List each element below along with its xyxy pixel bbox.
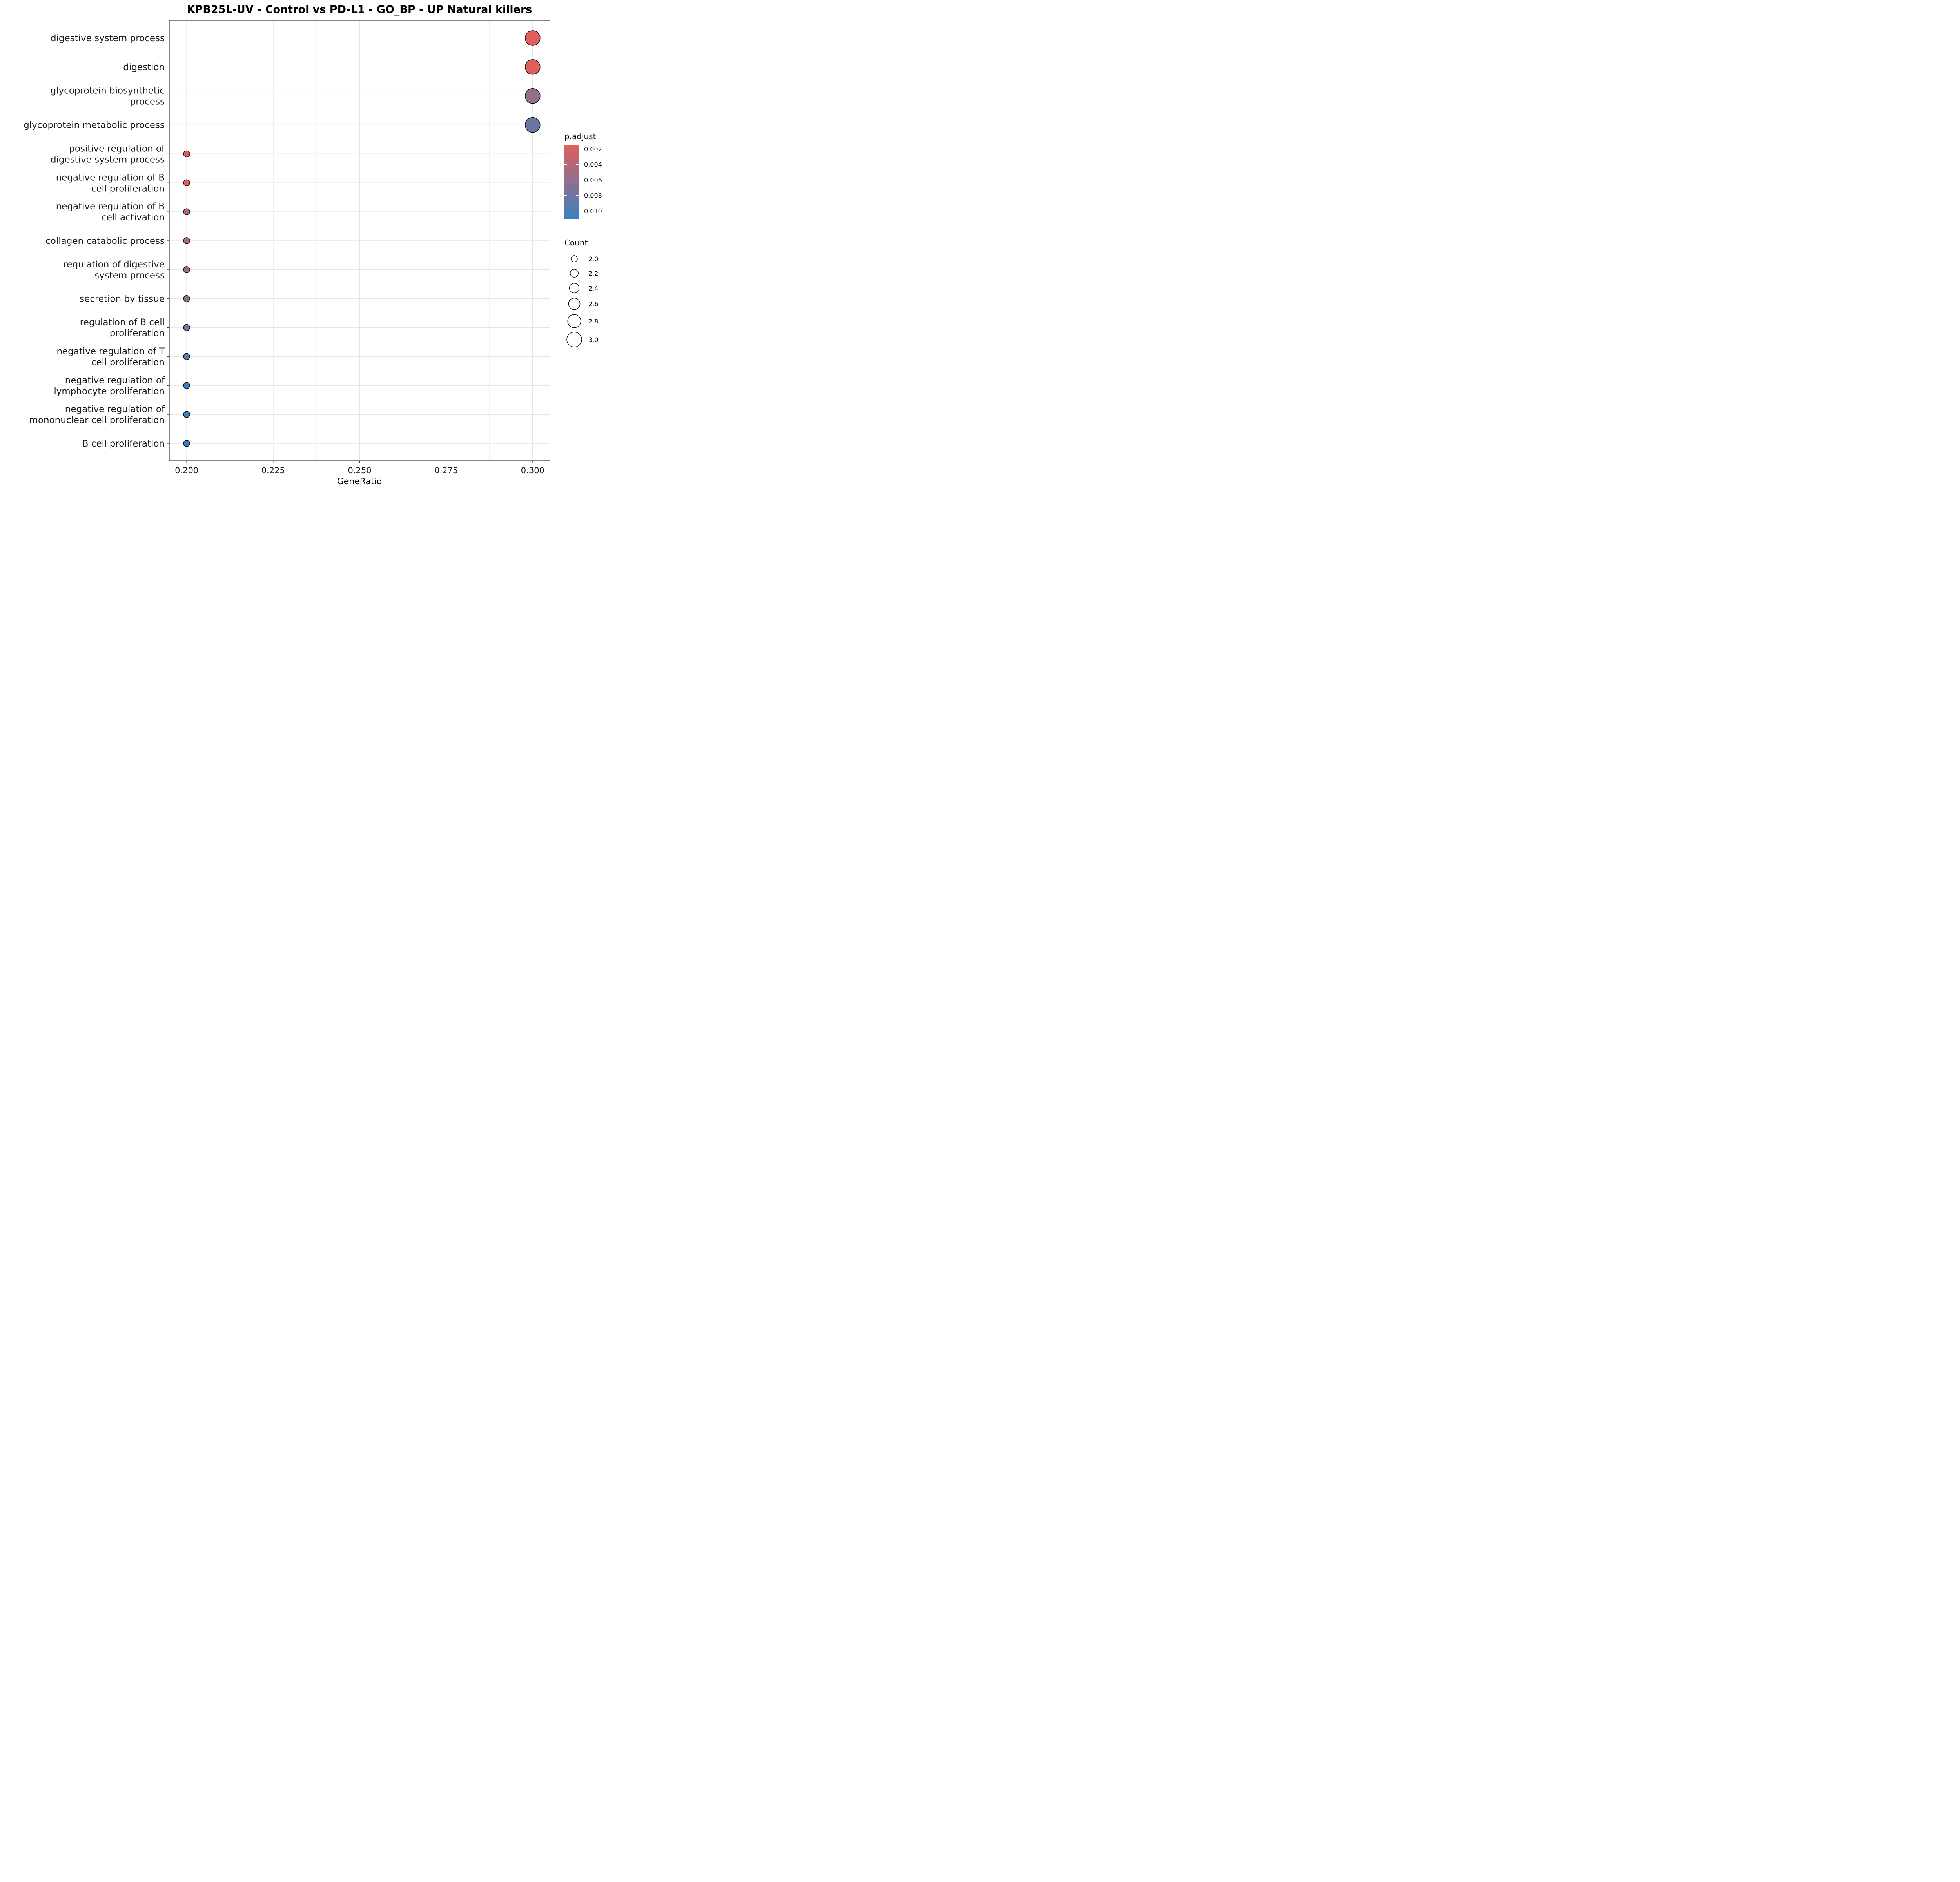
y-tick-label: negative regulation of lymphocyte prolife… <box>54 375 165 396</box>
data-point <box>183 353 190 360</box>
size-legend-key <box>569 283 580 294</box>
dot-plot: KPB25L-UV - Control vs PD-L1 - GO_BP - U… <box>24 4 602 485</box>
size-legend-key <box>566 332 582 347</box>
color-bar <box>564 145 579 219</box>
size-legend-label: 2.4 <box>588 285 598 292</box>
y-tick-label: regulation of digestive system process <box>63 260 165 281</box>
y-tick-label: collagen catabolic process <box>45 236 165 246</box>
color-legend-label: 0.002 <box>584 145 602 153</box>
y-tick-label: glycoprotein metabolic process <box>24 120 165 131</box>
color-legend-label: 0.004 <box>584 161 602 168</box>
x-tick-label: 0.225 <box>261 466 285 475</box>
data-point <box>183 440 190 447</box>
color-legend-label: 0.006 <box>584 176 602 184</box>
y-tick-label: regulation of B cell proliferation <box>80 318 165 339</box>
chart-title: KPB25L-UV - Control vs PD-L1 - GO_BP - U… <box>187 4 532 16</box>
y-tick-label: glycoprotein biosynthetic process <box>51 86 165 107</box>
size-legend-key <box>571 255 578 262</box>
size-legend-key <box>568 298 581 310</box>
x-tick-label: 0.200 <box>175 466 198 475</box>
grid <box>169 20 550 461</box>
size-legend-label: 2.2 <box>588 270 598 277</box>
x-axis-ticks: 0.200 0.225 0.250 0.275 0.300 <box>175 461 544 475</box>
x-tick-label: 0.300 <box>521 466 544 475</box>
points <box>183 30 541 447</box>
y-tick-label: digestive system process <box>51 33 165 44</box>
color-legend-title: p.adjust <box>564 132 596 141</box>
data-point <box>183 150 190 158</box>
data-point <box>183 382 190 389</box>
size-legend-key <box>567 314 581 328</box>
x-tick-label: 0.250 <box>348 466 371 475</box>
data-point <box>183 179 190 186</box>
data-point <box>525 59 541 75</box>
size-legend-label: 2.6 <box>588 300 598 308</box>
size-legend-label: 2.8 <box>588 318 598 325</box>
y-axis-labels: digestive system process digestion glycopr… <box>24 33 169 449</box>
x-tick-label: 0.275 <box>434 466 458 475</box>
y-tick-label: digestion <box>123 62 165 73</box>
data-point <box>183 411 190 418</box>
data-point <box>183 324 190 331</box>
data-point <box>183 266 190 273</box>
data-point <box>183 208 190 215</box>
size-legend-label: 2.0 <box>588 255 598 263</box>
color-legend-label: 0.010 <box>584 207 602 215</box>
color-legend-label: 0.008 <box>584 192 602 200</box>
x-axis-title: GeneRatio <box>337 477 382 485</box>
size-legend-label: 3.0 <box>588 336 598 343</box>
y-tick-label: secretion by tissue <box>80 294 165 304</box>
data-point <box>183 295 190 302</box>
data-point <box>183 237 190 244</box>
y-tick-label: B cell proliferation <box>82 439 165 449</box>
color-legend: p.adjust 0.002 0.004 0.006 0.008 0.010 <box>564 132 602 219</box>
data-point <box>525 117 541 133</box>
y-tick-label: positive regulation of digestive system p… <box>51 144 165 165</box>
data-point <box>525 30 541 46</box>
y-tick-label: negative regulation of mononuclear cell p… <box>29 404 165 425</box>
size-legend-key <box>570 269 579 278</box>
size-legend-title: Count <box>564 238 588 247</box>
data-point <box>525 88 541 104</box>
